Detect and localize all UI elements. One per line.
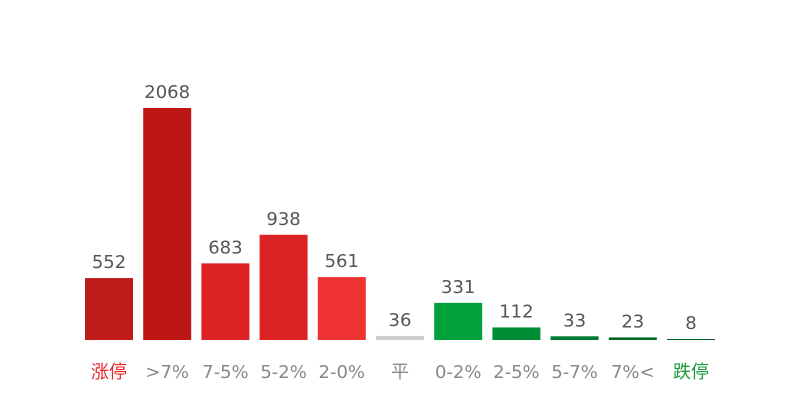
category-label: 平: [391, 362, 409, 383]
value-label: 561: [325, 251, 359, 272]
bar: [667, 339, 715, 340]
category-label: 7-5%: [202, 362, 249, 383]
value-label: 938: [266, 209, 300, 230]
value-label: 23: [621, 311, 644, 332]
category-label: 5-2%: [260, 362, 307, 383]
value-label: 36: [389, 310, 412, 331]
value-label: 683: [208, 237, 242, 258]
category-label: 7%<: [611, 362, 655, 383]
category-label: 2-0%: [319, 362, 366, 383]
value-label: 112: [499, 301, 533, 322]
bar: [317, 277, 366, 340]
category-label: 0-2%: [435, 362, 482, 383]
value-label: 33: [563, 310, 586, 331]
bar: [143, 108, 192, 340]
category-label: 2-5%: [493, 362, 540, 383]
bar: [608, 337, 657, 340]
bar: [376, 335, 424, 340]
bar: [434, 302, 483, 340]
category-label: 跌停: [673, 362, 709, 383]
value-label: 2068: [144, 82, 190, 103]
bar: [85, 278, 133, 340]
category-label: >7%: [145, 362, 189, 383]
value-label: 331: [441, 277, 475, 298]
value-label: 8: [685, 313, 696, 334]
bar: [259, 234, 308, 340]
value-label: 552: [92, 252, 126, 273]
bar: [550, 336, 599, 340]
category-label: 5-7%: [551, 362, 598, 383]
bar: [201, 263, 250, 340]
category-label: 涨停: [91, 362, 127, 383]
bar: [492, 327, 541, 340]
